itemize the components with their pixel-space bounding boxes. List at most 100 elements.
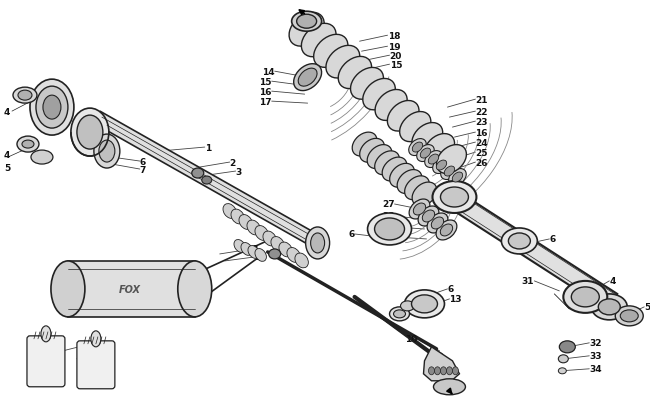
Text: 28: 28: [382, 212, 395, 221]
Text: 20: 20: [389, 51, 402, 60]
Ellipse shape: [231, 209, 244, 224]
Text: 7: 7: [140, 165, 146, 174]
Ellipse shape: [452, 367, 458, 375]
Ellipse shape: [441, 188, 469, 207]
Ellipse shape: [620, 310, 638, 322]
Ellipse shape: [404, 290, 445, 318]
Ellipse shape: [363, 79, 395, 111]
Text: 14: 14: [262, 68, 275, 77]
Ellipse shape: [359, 139, 384, 163]
Ellipse shape: [434, 379, 465, 395]
Text: 6: 6: [447, 285, 454, 294]
Ellipse shape: [202, 177, 212, 185]
Ellipse shape: [239, 215, 252, 230]
Ellipse shape: [263, 232, 276, 246]
Ellipse shape: [43, 96, 61, 120]
Text: 4: 4: [4, 150, 10, 159]
Text: FLUID: FLUID: [86, 363, 106, 369]
Text: 9: 9: [255, 253, 261, 262]
Polygon shape: [100, 112, 320, 252]
Text: 3: 3: [236, 167, 242, 176]
Text: 29: 29: [382, 223, 395, 232]
Ellipse shape: [367, 145, 392, 169]
Ellipse shape: [91, 331, 101, 347]
Text: 25: 25: [475, 148, 488, 157]
Text: 12: 12: [419, 290, 432, 298]
Ellipse shape: [350, 68, 384, 100]
Polygon shape: [424, 347, 460, 381]
Text: 19: 19: [387, 43, 400, 51]
Ellipse shape: [432, 217, 444, 229]
Text: 4: 4: [4, 107, 10, 116]
Ellipse shape: [433, 157, 450, 174]
Ellipse shape: [295, 254, 308, 268]
Text: 18: 18: [387, 32, 400, 40]
Ellipse shape: [71, 109, 109, 157]
Text: 30: 30: [382, 233, 395, 242]
Text: 31: 31: [522, 277, 534, 286]
Ellipse shape: [558, 368, 566, 374]
Ellipse shape: [436, 161, 447, 171]
Text: 22: 22: [475, 107, 488, 116]
Text: 36: 36: [97, 350, 109, 358]
Ellipse shape: [18, 91, 32, 101]
Ellipse shape: [441, 367, 447, 375]
Ellipse shape: [447, 367, 452, 375]
Ellipse shape: [375, 90, 407, 121]
Ellipse shape: [338, 57, 372, 90]
Text: 5: 5: [644, 303, 650, 311]
Ellipse shape: [389, 164, 415, 188]
Ellipse shape: [411, 295, 437, 313]
Ellipse shape: [302, 24, 336, 58]
Ellipse shape: [51, 261, 85, 317]
Ellipse shape: [314, 35, 348, 68]
Ellipse shape: [413, 204, 426, 215]
Ellipse shape: [422, 211, 435, 222]
Text: 23: 23: [475, 117, 488, 126]
Ellipse shape: [192, 168, 203, 179]
Ellipse shape: [94, 135, 120, 168]
Ellipse shape: [417, 145, 434, 162]
Ellipse shape: [36, 87, 68, 129]
Ellipse shape: [558, 355, 568, 363]
Ellipse shape: [452, 173, 463, 183]
Ellipse shape: [298, 69, 317, 87]
Text: 15: 15: [389, 60, 402, 70]
Ellipse shape: [255, 226, 268, 241]
Text: 15: 15: [259, 77, 272, 86]
Ellipse shape: [241, 243, 252, 256]
Text: 35: 35: [83, 341, 96, 350]
Ellipse shape: [428, 155, 439, 165]
Ellipse shape: [424, 151, 442, 168]
Ellipse shape: [418, 207, 439, 226]
Ellipse shape: [294, 64, 322, 92]
Ellipse shape: [287, 248, 300, 263]
Ellipse shape: [22, 141, 34, 149]
Text: 33: 33: [590, 352, 602, 360]
Ellipse shape: [326, 46, 359, 79]
Polygon shape: [447, 190, 618, 311]
Text: 21: 21: [475, 96, 488, 104]
Text: 2: 2: [229, 158, 236, 167]
Polygon shape: [68, 261, 195, 317]
Ellipse shape: [234, 240, 246, 253]
Ellipse shape: [444, 166, 454, 177]
Ellipse shape: [41, 326, 51, 342]
Ellipse shape: [412, 143, 423, 153]
Text: 27: 27: [382, 200, 395, 209]
Text: 6: 6: [140, 157, 146, 166]
Ellipse shape: [389, 307, 410, 321]
Text: 24: 24: [475, 138, 488, 147]
Text: 16: 16: [259, 87, 272, 96]
Ellipse shape: [501, 228, 538, 254]
Ellipse shape: [13, 88, 37, 104]
Ellipse shape: [279, 243, 293, 257]
Ellipse shape: [598, 299, 620, 315]
Ellipse shape: [382, 158, 407, 181]
Ellipse shape: [387, 101, 419, 132]
Ellipse shape: [30, 80, 74, 136]
Ellipse shape: [268, 249, 281, 259]
Ellipse shape: [178, 261, 212, 317]
Ellipse shape: [434, 367, 441, 375]
Ellipse shape: [306, 228, 330, 259]
